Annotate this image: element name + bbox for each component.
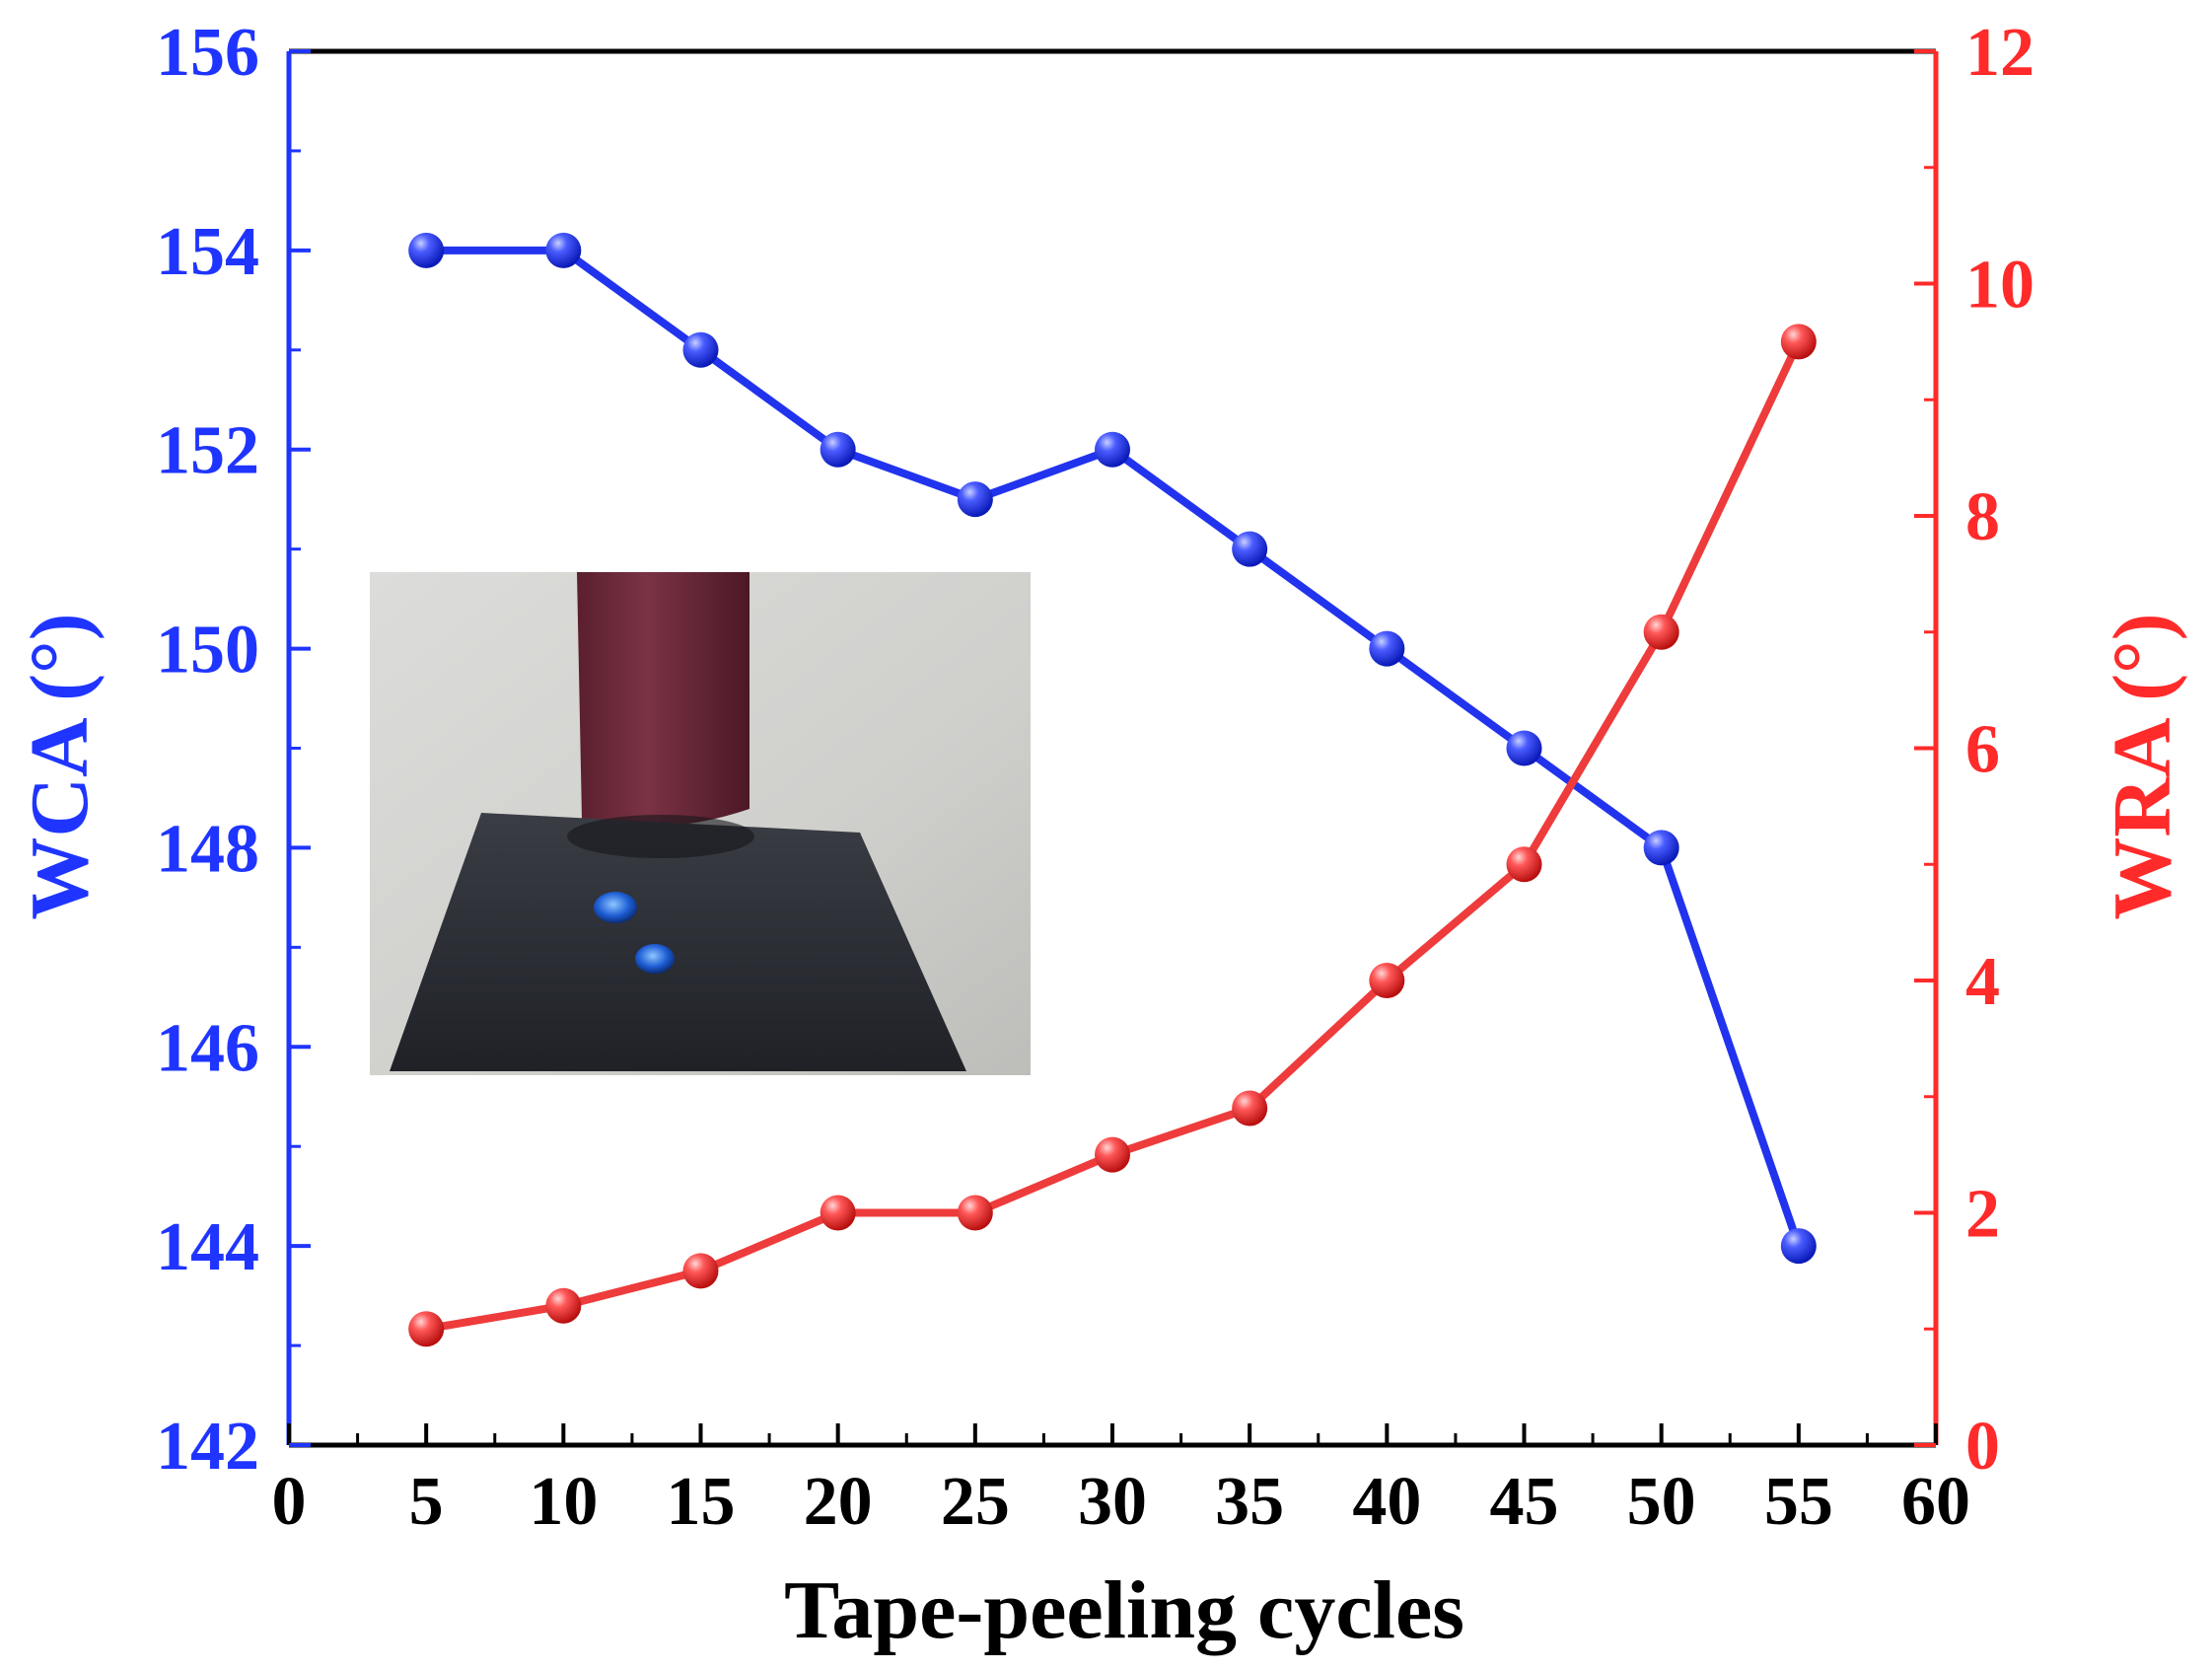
x-tick-label: 15 — [667, 1464, 736, 1540]
x-tick-label: 60 — [1901, 1464, 1970, 1540]
wca-data-point — [1780, 1228, 1817, 1265]
x-tick-label: 25 — [941, 1464, 1010, 1540]
x-tick-label: 20 — [804, 1464, 873, 1540]
wca-data-point — [1506, 730, 1542, 766]
wra-data-point — [1095, 1136, 1130, 1173]
wra-data-point — [820, 1195, 856, 1231]
right-y-tick-label: 0 — [1965, 1409, 2000, 1485]
x-tick-label: 45 — [1490, 1464, 1559, 1540]
right-y-tick-label: 10 — [1965, 248, 2034, 324]
x-tick-label: 35 — [1215, 1464, 1284, 1540]
wra-data-point — [1232, 1090, 1268, 1126]
left-y-tick-label: 150 — [156, 613, 259, 689]
right-y-tick-label: 8 — [1965, 479, 2000, 555]
wca-data-point — [1643, 830, 1679, 866]
inset-photo — [370, 572, 1031, 1075]
wra-data-point — [408, 1311, 445, 1347]
x-tick-label: 55 — [1764, 1464, 1833, 1540]
right-y-tick-label: 6 — [1965, 712, 2000, 788]
wca-data-point — [820, 431, 856, 468]
x-tick-label: 5 — [409, 1464, 444, 1540]
right-y-axis-title: WRA (°) — [2097, 613, 2188, 919]
wca-data-point — [1095, 431, 1130, 468]
wra-data-point — [1643, 614, 1679, 650]
left-y-tick-label: 142 — [156, 1409, 259, 1485]
left-y-tick-label: 156 — [156, 15, 259, 91]
wra-data-point — [1506, 846, 1542, 883]
wca-data-point — [545, 232, 582, 268]
left-y-tick-label: 146 — [156, 1010, 259, 1086]
wca-data-point — [1369, 630, 1405, 667]
right-y-tick-label: 2 — [1965, 1177, 2000, 1253]
right-y-tick-label: 4 — [1965, 944, 2000, 1020]
x-tick-label: 50 — [1627, 1464, 1696, 1540]
x-tick-label: 10 — [529, 1464, 598, 1540]
wca-data-point — [957, 481, 993, 518]
x-tick-label: 30 — [1078, 1464, 1147, 1540]
wca-data-point — [682, 331, 719, 368]
left-y-axis-title: WCA (°) — [14, 613, 106, 919]
left-y-tick-label: 144 — [156, 1209, 259, 1285]
right-y-tick-label: 12 — [1965, 15, 2034, 91]
wra-data-point — [682, 1253, 719, 1289]
wca-data-point — [1232, 531, 1268, 567]
x-axis-title: Tape-peeling cycles — [784, 1564, 1464, 1656]
wca-data-point — [408, 232, 445, 268]
wra-data-point — [957, 1195, 993, 1231]
left-y-tick-label: 154 — [156, 214, 259, 290]
x-tick-label: 40 — [1352, 1464, 1421, 1540]
left-y-tick-label: 148 — [156, 811, 259, 887]
x-tick-label: 0 — [272, 1464, 307, 1540]
wra-data-point — [1369, 963, 1405, 998]
wra-data-point — [545, 1287, 582, 1324]
wra-data-point — [1780, 324, 1817, 360]
left-y-tick-label: 152 — [156, 413, 259, 489]
